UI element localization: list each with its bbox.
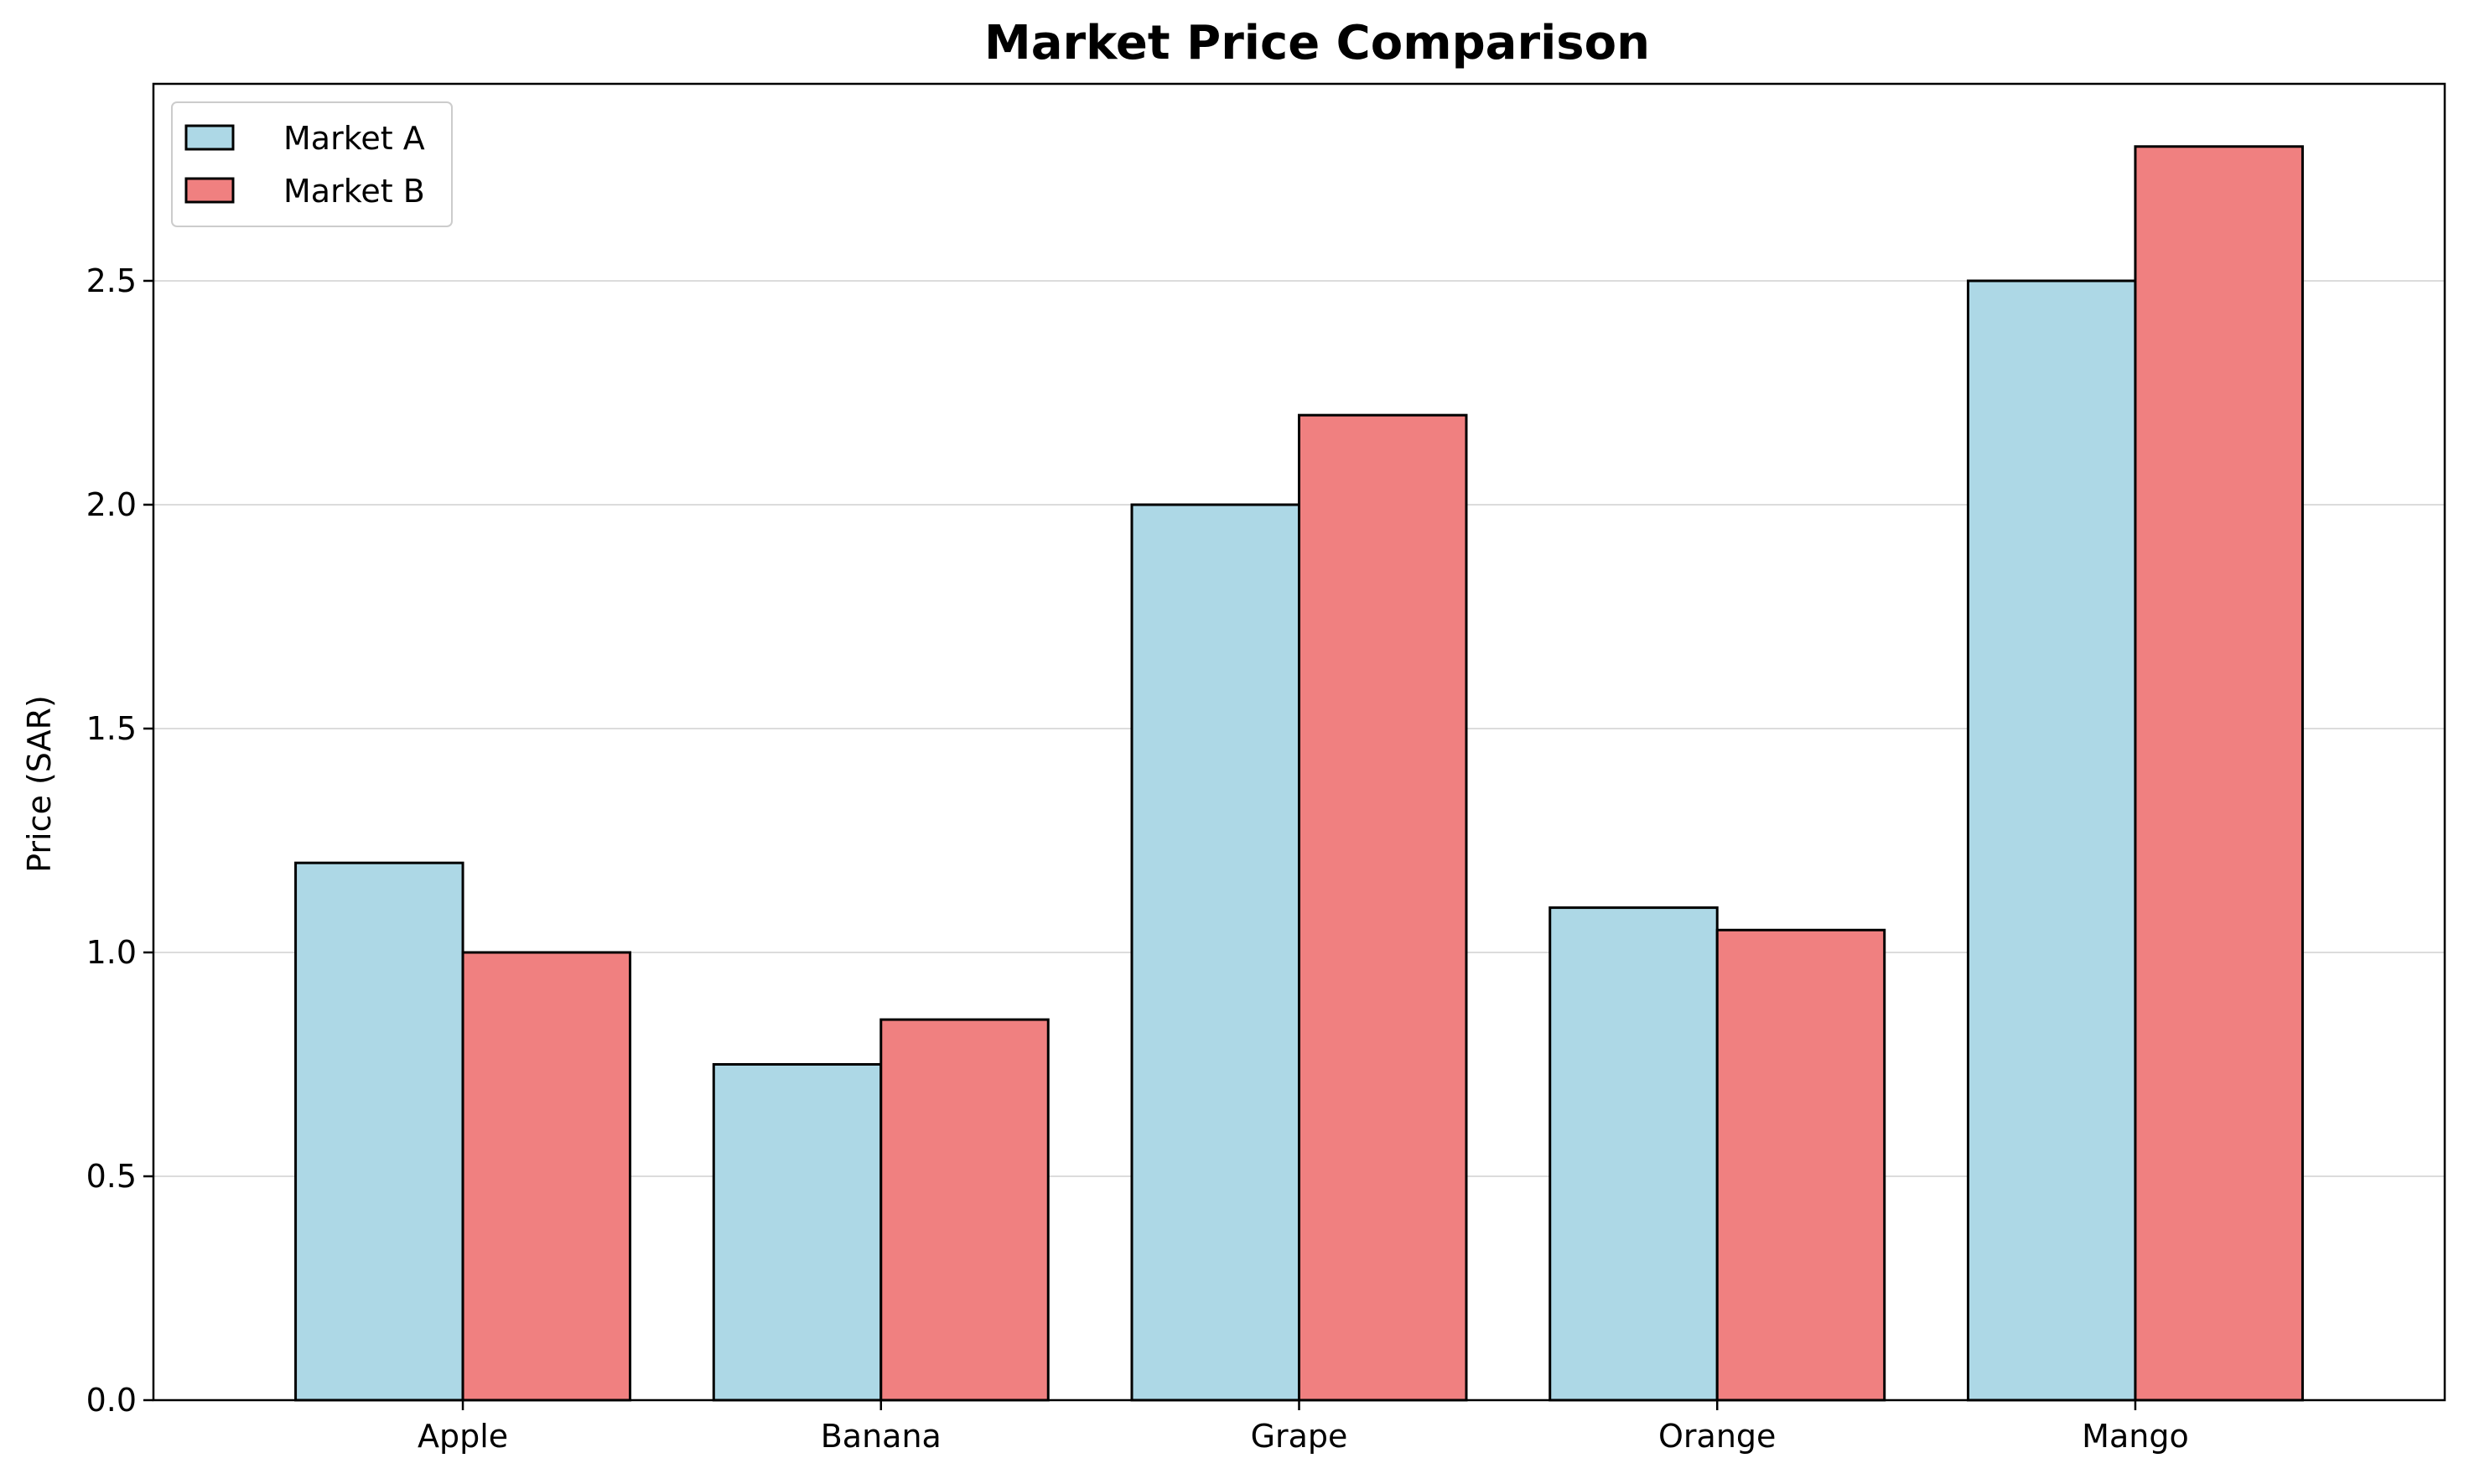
bars bbox=[294, 145, 2304, 1402]
bar-market-b-banana bbox=[879, 1018, 1050, 1402]
bar-market-a-grape bbox=[1130, 503, 1301, 1402]
y-tick-label: 1.0 bbox=[86, 934, 137, 971]
bar-market-a-apple bbox=[294, 861, 464, 1402]
legend-frame bbox=[171, 101, 453, 227]
x-tick-label-grape: Grape bbox=[1251, 1418, 1348, 1455]
x-tick-label-mango: Mango bbox=[2082, 1418, 2189, 1455]
y-tick-label: 2.0 bbox=[86, 486, 137, 523]
legend-label-market-a: Market A bbox=[283, 120, 425, 157]
x-tick-label-apple: Apple bbox=[418, 1418, 508, 1455]
bar-market-b-mango bbox=[2134, 145, 2304, 1402]
y-tick-label: 1.5 bbox=[86, 710, 137, 747]
legend-swatch-market-b bbox=[184, 177, 235, 204]
x-tick-label-banana: Banana bbox=[821, 1418, 942, 1455]
bar-market-b-grape bbox=[1298, 413, 1468, 1402]
chart-title: Market Price Comparison bbox=[984, 16, 1650, 70]
bar-market-b-orange bbox=[1715, 928, 1886, 1402]
y-tick-label: 0.0 bbox=[86, 1382, 137, 1419]
legend-swatch-market-a bbox=[184, 124, 235, 151]
x-tick-label-orange: Orange bbox=[1658, 1418, 1776, 1455]
bar-market-b-apple bbox=[461, 951, 632, 1402]
y-tick-label: 0.5 bbox=[86, 1158, 137, 1195]
y-axis-ticks: 0.0 0.5 1.0 1.5 2.0 2.5 bbox=[86, 262, 153, 1419]
x-axis-ticks: Apple Banana Grape Orange Mango bbox=[418, 1400, 2189, 1455]
y-tick-label: 2.5 bbox=[86, 262, 137, 299]
legend-label-market-b: Market B bbox=[283, 173, 425, 210]
legend: Market A Market B bbox=[171, 101, 453, 227]
bar-market-a-orange bbox=[1548, 906, 1719, 1402]
bar-market-a-banana bbox=[712, 1062, 883, 1402]
bar-market-a-mango bbox=[1966, 279, 2137, 1402]
y-axis-label: Price (SAR) bbox=[21, 695, 58, 873]
